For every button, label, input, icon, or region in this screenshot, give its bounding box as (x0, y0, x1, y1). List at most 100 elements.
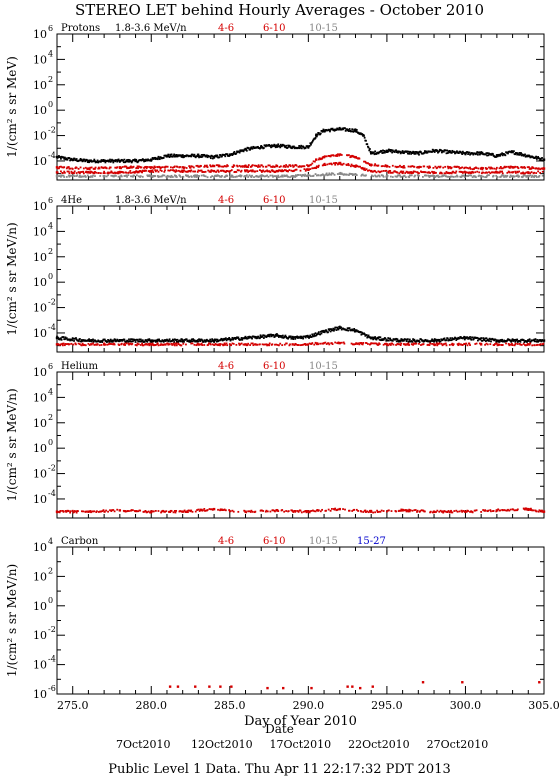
data-point (470, 338, 473, 341)
data-point (456, 510, 459, 513)
data-point (372, 342, 375, 345)
data-point (445, 175, 448, 178)
data-point (73, 172, 75, 175)
data-point (542, 158, 546, 161)
data-point (87, 167, 90, 170)
data-point (308, 336, 311, 338)
data-point (526, 166, 529, 169)
data-point (240, 170, 242, 173)
data-point (232, 176, 234, 178)
data-point (380, 170, 383, 173)
data-point (448, 511, 451, 514)
data-point (541, 174, 544, 177)
x-tick-label: 280.0 (136, 699, 168, 712)
data-point (130, 175, 132, 178)
data-point (133, 158, 136, 161)
data-point (440, 151, 443, 154)
data-point (365, 168, 368, 171)
data-point (368, 509, 371, 512)
data-point (475, 176, 477, 179)
data-point (63, 171, 66, 174)
data-point (82, 510, 85, 513)
data-point (539, 343, 542, 345)
data-point (270, 335, 273, 338)
data-point (407, 510, 410, 513)
data-point (79, 174, 81, 177)
data-point (277, 176, 280, 179)
data-point (150, 343, 153, 346)
data-point (240, 342, 243, 345)
data-point (437, 174, 439, 177)
data-point (293, 145, 295, 148)
data-point (317, 166, 320, 169)
data-point (196, 339, 199, 342)
data-point (263, 334, 266, 337)
data-point (200, 165, 202, 167)
data-point (83, 158, 86, 161)
data-point (515, 152, 518, 154)
data-point (132, 509, 134, 512)
data-point (394, 165, 397, 168)
data-point (286, 147, 289, 149)
y-tick-exponent: 2 (48, 247, 53, 256)
data-point (219, 165, 221, 168)
data-point (334, 341, 337, 344)
data-point (298, 336, 301, 339)
data-point (326, 174, 329, 177)
data-point (247, 337, 250, 339)
data-point (230, 175, 233, 178)
data-point (403, 165, 405, 167)
data-point (99, 175, 102, 177)
data-point (254, 336, 257, 339)
data-point (308, 174, 311, 177)
data-point (224, 338, 227, 341)
data-point (189, 341, 192, 343)
data-point (148, 344, 151, 347)
data-point (329, 162, 331, 165)
data-point (266, 335, 269, 338)
data-point (208, 340, 211, 343)
data-point (79, 159, 81, 162)
data-point (142, 158, 145, 161)
data-point (329, 155, 332, 158)
energy-label: 1.8-3.6 MeV/n (115, 23, 187, 34)
data-point (60, 338, 63, 341)
data-point (373, 164, 376, 167)
series-4-6 (55, 341, 545, 347)
data-point (325, 343, 328, 345)
data-point (486, 343, 489, 346)
data-point (416, 166, 418, 169)
data-point (296, 510, 299, 512)
data-point (211, 339, 214, 342)
data-point (209, 164, 212, 167)
data-point (136, 342, 139, 345)
data-point (367, 169, 369, 172)
data-point (67, 174, 70, 177)
data-point (131, 342, 134, 345)
data-point (533, 176, 536, 179)
data-point (469, 174, 471, 177)
data-point (505, 165, 508, 168)
data-point (114, 338, 117, 341)
data-point (189, 170, 192, 173)
data-point (203, 508, 206, 510)
data-point (458, 337, 461, 340)
data-point (431, 150, 433, 153)
data-point (251, 147, 254, 150)
data-point (360, 510, 363, 513)
data-point (179, 154, 182, 157)
data-point (135, 510, 138, 513)
data-point (224, 343, 227, 346)
data-point (421, 681, 425, 684)
data-point (389, 175, 392, 178)
data-point (181, 339, 184, 342)
data-point (128, 159, 131, 161)
data-point (107, 172, 110, 175)
data-point (171, 155, 174, 158)
data-point (89, 160, 92, 163)
data-point (279, 165, 282, 168)
data-point (336, 155, 339, 157)
y-tick-label: 10 (33, 688, 47, 701)
data-point (460, 509, 463, 512)
data-point (215, 343, 217, 346)
